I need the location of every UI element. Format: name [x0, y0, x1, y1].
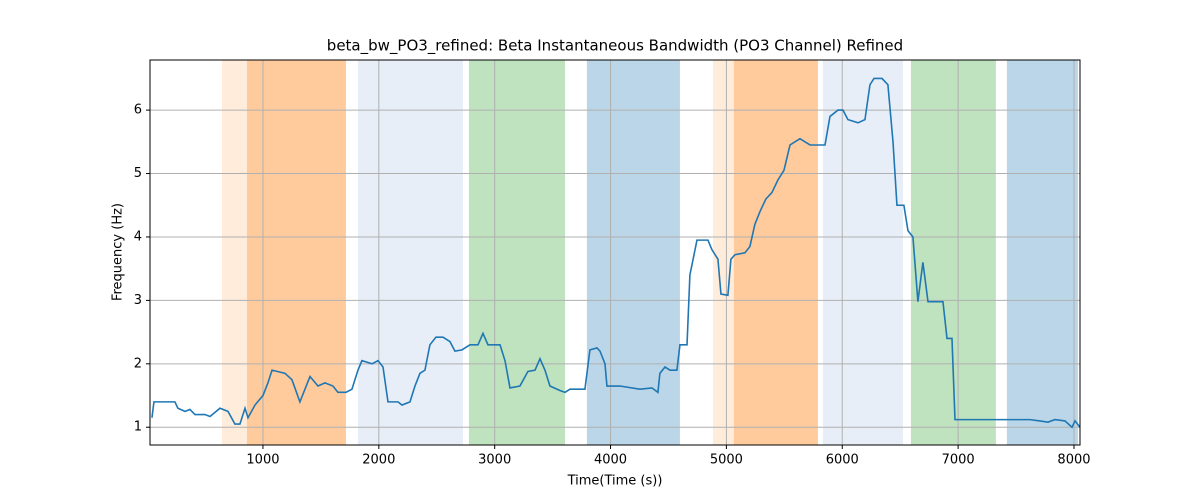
y-axis-label: Frequency (Hz): [111, 203, 126, 301]
chart-title: beta_bw_PO3_refined: Beta Instantaneous …: [327, 37, 903, 56]
span: [246, 60, 346, 445]
x-tick-label: 2000: [362, 453, 395, 468]
x-tick-label: 6000: [826, 453, 859, 468]
y-tick-label: 6: [134, 103, 142, 118]
span: [712, 60, 818, 445]
x-tick-label: 5000: [710, 453, 743, 468]
line: [151, 77, 1081, 429]
x-tick-label: 8000: [1057, 453, 1090, 468]
span: [733, 60, 818, 445]
x-tick-label: 1000: [246, 453, 279, 468]
x-tick-label: 7000: [942, 453, 975, 468]
y-tick-label: 4: [134, 229, 142, 244]
plot-frame: [149, 59, 1081, 446]
x-axis-label: Time(Time (s)): [567, 474, 663, 489]
x-tick-label: 3000: [478, 453, 511, 468]
span: [357, 60, 463, 445]
span: [822, 60, 903, 445]
y-tick-label: 3: [134, 293, 142, 308]
span: [1006, 60, 1078, 445]
x-tick-label: 4000: [594, 453, 627, 468]
y-tick-label: 2: [134, 356, 142, 371]
span: [221, 60, 346, 445]
span: [586, 60, 680, 445]
y-tick-label: 5: [134, 166, 142, 181]
y-tick-label: 1: [134, 420, 142, 435]
